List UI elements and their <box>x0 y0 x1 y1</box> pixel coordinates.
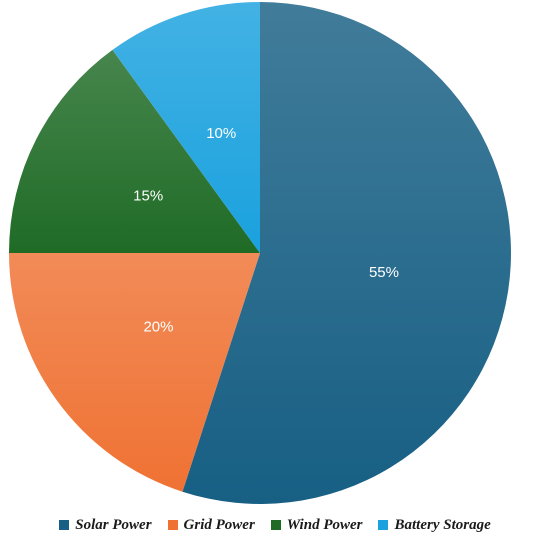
legend: Solar Power Grid Power Wind Power Batter… <box>0 513 550 537</box>
pie-slices <box>9 2 512 505</box>
legend-swatch-solar-power <box>59 520 70 530</box>
pie-slice-battery-storage <box>112 2 260 253</box>
legend-item-grid-power: Grid Power <box>167 516 255 534</box>
legend-item-battery-storage: Battery Storage <box>378 516 491 534</box>
legend-swatch-grid-power <box>167 520 178 530</box>
data-label-wind-power: 15% <box>133 188 163 205</box>
pie-slice-grid-power <box>9 253 260 492</box>
legend-swatch-battery-storage <box>378 520 389 530</box>
legend-label-grid-power: Grid Power <box>183 516 255 533</box>
legend-label-battery-storage: Battery Storage <box>394 516 491 533</box>
data-label-grid-power: 20% <box>143 318 173 335</box>
pie-data-labels: 55% 20% 15% 10% <box>133 125 399 335</box>
legend-swatch-wind-power <box>270 520 281 530</box>
legend-label-solar-power: Solar Power <box>75 516 152 533</box>
data-label-battery-storage: 10% <box>206 125 236 142</box>
pie-chart: 55% 20% 15% 10% <box>9 2 512 505</box>
legend-item-solar-power: Solar Power <box>59 516 152 534</box>
pie-slice-wind-power <box>9 49 260 253</box>
pie-slice-solar-power <box>182 2 512 505</box>
legend-label-wind-power: Wind Power <box>286 516 363 533</box>
legend-item-wind-power: Wind Power <box>270 516 363 534</box>
data-label-solar-power: 55% <box>369 264 399 281</box>
